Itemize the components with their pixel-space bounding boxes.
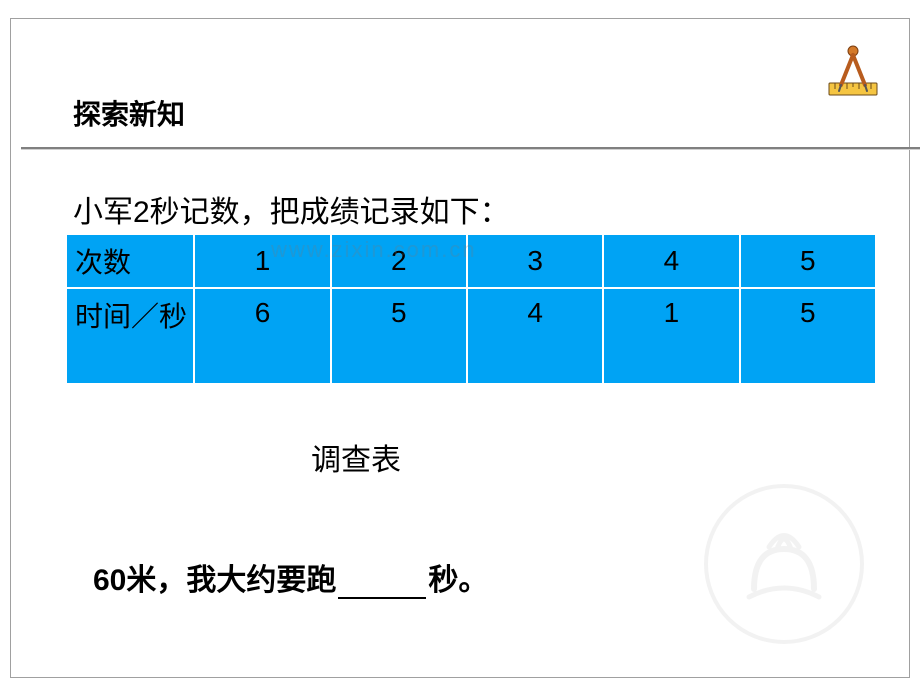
col-header: 3 <box>467 234 603 288</box>
table-row: 时间／秒 6 5 4 1 5 <box>66 288 876 384</box>
col-header: 5 <box>740 234 876 288</box>
compass-ruler-icon <box>823 43 883 103</box>
divider-shadow <box>21 149 920 150</box>
table-caption: 调查表 <box>311 435 401 479</box>
table-row: 次数 1 2 3 4 5 <box>66 234 876 288</box>
data-table: 次数 1 2 3 4 5 时间／秒 6 5 4 1 5 <box>65 233 877 385</box>
col-header: 2 <box>331 234 467 288</box>
fill-sentence: 60米，我大约要跑 秒。 <box>93 555 488 599</box>
row-data-label: 时间／秒 <box>66 288 194 384</box>
table-cell: 1 <box>603 288 739 384</box>
table-cell: 5 <box>331 288 467 384</box>
watermark-logo-icon <box>699 479 869 649</box>
table-cell: 4 <box>467 288 603 384</box>
intro-text: 小军2秒记数，把成绩记录如下： <box>73 187 510 231</box>
table-cell: 6 <box>194 288 330 384</box>
table-cell: 5 <box>740 288 876 384</box>
section-title: 探索新知 <box>73 93 185 133</box>
fill-suffix: 秒。 <box>428 564 488 597</box>
col-header: 4 <box>603 234 739 288</box>
slide-frame: 探索新知 小军2秒记数，把成绩记录如下： www.zixin.com.cn 次数… <box>10 18 910 678</box>
row-header-label: 次数 <box>66 234 194 288</box>
fill-prefix: 60米，我大约要跑 <box>93 564 336 597</box>
blank-line <box>338 571 426 599</box>
col-header: 1 <box>194 234 330 288</box>
